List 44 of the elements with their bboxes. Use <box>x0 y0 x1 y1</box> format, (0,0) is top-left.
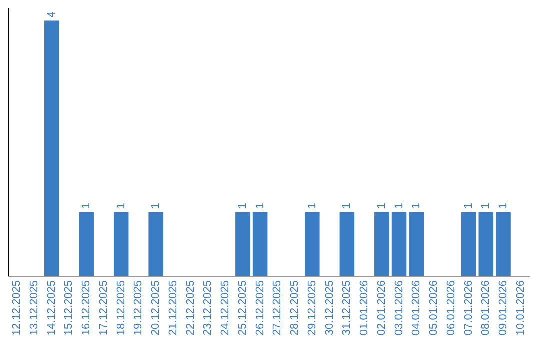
x-tick-label: 22.12.2025 <box>184 280 197 336</box>
data-label: 1 <box>306 203 318 210</box>
x-tick-label: 25.12.2025 <box>236 280 249 336</box>
x-tick-label: 21.12.2025 <box>167 280 180 336</box>
x-tick-label: 06.01.2026 <box>445 280 458 336</box>
x-tick-label: 14.12.2025 <box>46 280 58 336</box>
x-tick-label: 30.12.2025 <box>324 280 336 336</box>
data-label: 1 <box>150 203 162 210</box>
x-tick-label: 05.01.2026 <box>428 280 440 336</box>
x-tick-label: 19.12.2025 <box>132 280 145 336</box>
data-label: 1 <box>410 203 423 210</box>
x-tick-label: 28.12.2025 <box>289 280 302 336</box>
x-tick-label: 08.01.2026 <box>480 280 492 336</box>
x-tick-label: 04.01.2026 <box>410 280 423 336</box>
data-label: 1 <box>254 203 266 210</box>
data-label: 1 <box>376 203 388 210</box>
x-tick-label: 29.12.2025 <box>306 280 318 336</box>
data-label: 1 <box>341 203 354 210</box>
x-tick-label: 12.12.2025 <box>11 280 24 336</box>
x-tick-label: 20.12.2025 <box>150 280 162 336</box>
data-label: 1 <box>393 203 406 210</box>
x-tick-label: 03.01.2026 <box>393 280 406 336</box>
x-tick-label: 31.12.2025 <box>341 280 354 336</box>
x-tick-label: 10.01.2026 <box>514 280 527 336</box>
x-tick-label: 18.12.2025 <box>115 280 128 336</box>
x-tick-label: 26.12.2025 <box>254 280 266 336</box>
x-tick-label: 13.12.2025 <box>28 280 40 336</box>
data-label: 4 <box>46 12 58 18</box>
data-label: 1 <box>462 203 475 210</box>
data-label: 1 <box>80 203 93 210</box>
x-tick-label: 02.01.2026 <box>376 280 388 336</box>
data-label: 1 <box>480 203 492 210</box>
x-tick-label: 17.12.2025 <box>98 280 110 336</box>
x-tick-label: 07.01.2026 <box>462 280 475 336</box>
data-label: 1 <box>115 203 128 210</box>
x-tick-label: 09.01.2026 <box>498 280 510 336</box>
x-tick-label: 27.12.2025 <box>272 280 284 336</box>
data-label: 1 <box>498 203 510 210</box>
x-tick-label: 15.12.2025 <box>63 280 76 336</box>
data-label: 1 <box>236 203 249 210</box>
x-tick-label: 01.01.2026 <box>358 280 371 336</box>
x-tick-label: 23.12.2025 <box>202 280 214 336</box>
x-tick-label: 24.12.2025 <box>220 280 232 336</box>
x-tick-label: 16.12.2025 <box>80 280 93 336</box>
